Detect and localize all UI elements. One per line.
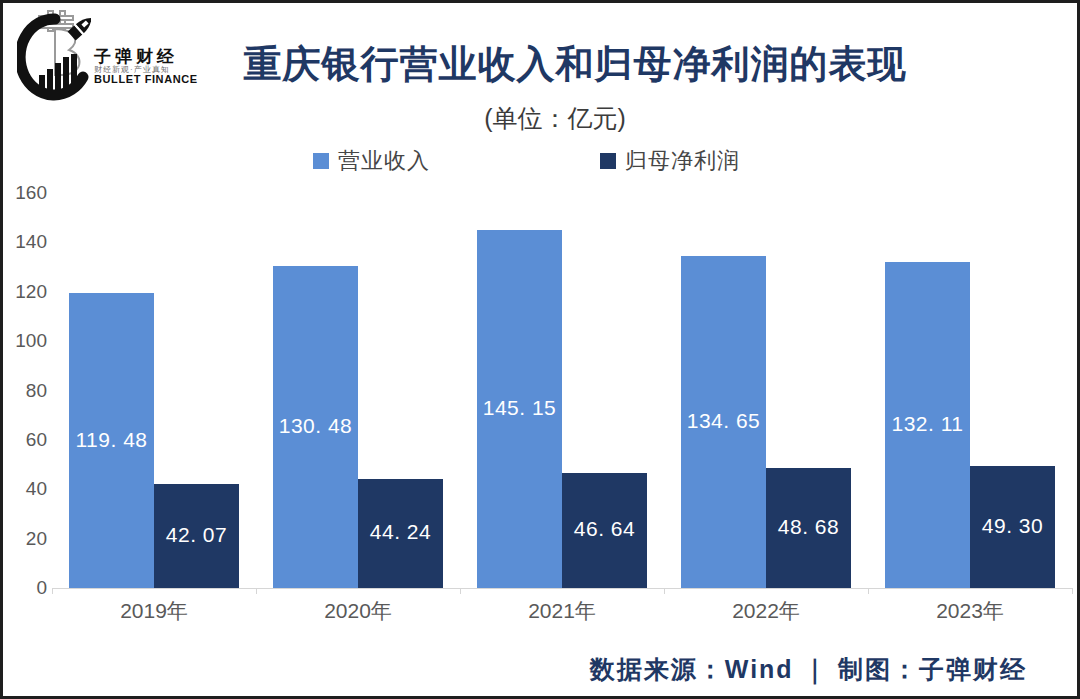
x-axis-tick — [1072, 588, 1073, 594]
bar-value-label: 132. 11 — [885, 412, 970, 436]
bar-value-label: 130. 48 — [273, 414, 358, 438]
y-tick-label: 20 — [3, 528, 47, 550]
x-axis-label: 2019年 — [52, 597, 256, 625]
y-tick-label: 160 — [3, 182, 47, 204]
x-axis-label: 2021年 — [460, 597, 664, 625]
infographic-page: 子弹财经 财经新观·产业真知 BULLET FINANCE 重庆银行营业收入和归… — [0, 0, 1080, 699]
x-axis-tick — [52, 588, 53, 594]
x-axis-label: 2023年 — [868, 597, 1072, 625]
bar-value-label: 134. 65 — [681, 409, 766, 433]
bar-value-label: 44. 24 — [358, 520, 443, 544]
x-axis-line — [52, 588, 1072, 589]
x-axis-tick — [256, 588, 257, 594]
bar-value-label: 49. 30 — [970, 514, 1055, 538]
bar-value-label: 119. 48 — [69, 428, 154, 452]
y-tick-label: 60 — [3, 429, 47, 451]
bar-value-label: 46. 64 — [562, 517, 647, 541]
y-tick-label: 120 — [3, 281, 47, 303]
y-tick-label: 0 — [3, 577, 47, 599]
x-axis-label: 2022年 — [664, 597, 868, 625]
x-axis-tick — [460, 588, 461, 594]
y-tick-label: 80 — [3, 380, 47, 402]
bar-value-label: 48. 68 — [766, 515, 851, 539]
source-credit-note: 数据来源：Wind ｜ 制图：子弹财经 — [590, 653, 1027, 686]
x-axis-tick — [868, 588, 869, 594]
bar-value-label: 42. 07 — [154, 523, 239, 547]
bar-chart: 0 20 40 60 80 100 120 140 160 2019年 119. 48 42. 07 2… — [3, 3, 1080, 699]
x-axis-tick — [664, 588, 665, 594]
bar-value-label: 145. 15 — [477, 396, 562, 420]
y-tick-label: 140 — [3, 231, 47, 253]
y-tick-label: 100 — [3, 330, 47, 352]
y-tick-label: 40 — [3, 478, 47, 500]
x-axis-label: 2020年 — [256, 597, 460, 625]
